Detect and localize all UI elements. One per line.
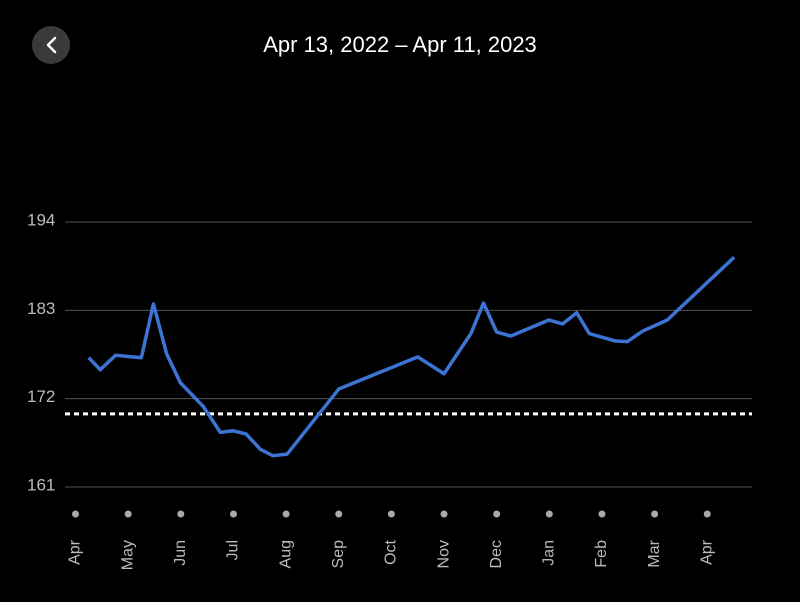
x-tick-dot	[335, 510, 343, 518]
back-button[interactable]	[32, 26, 70, 64]
x-tick-label: Apr	[67, 539, 84, 565]
x-tick-label: Mar	[646, 539, 663, 567]
x-tick-dot	[387, 510, 395, 518]
x-tick-label: Sep	[330, 540, 347, 569]
x-tick-dot	[124, 510, 132, 518]
x-tick-label: Apr	[698, 539, 715, 565]
x-tick-dot	[493, 510, 501, 518]
data-line	[87, 256, 736, 458]
x-tick-label: Feb	[593, 540, 610, 568]
x-tick-label: Jan	[541, 540, 558, 566]
y-tick-label: 194	[27, 210, 55, 229]
x-tick-label: Aug	[277, 540, 294, 568]
x-tick-dot	[229, 510, 237, 518]
y-tick-label: 161	[27, 475, 55, 494]
x-tick-label: Oct	[383, 539, 400, 564]
back-chevron[interactable]	[46, 36, 57, 54]
title: Apr 13, 2022 – Apr 11, 2023	[263, 32, 537, 57]
x-tick-dot	[440, 510, 448, 518]
x-tick-dot	[598, 510, 606, 518]
y-tick-label: 172	[27, 387, 55, 406]
back-button-circle[interactable]	[32, 26, 70, 64]
y-tick-label: 183	[27, 299, 55, 318]
x-tick-label: May	[119, 540, 136, 570]
x-tick-dot	[282, 510, 290, 518]
x-tick-dot	[703, 510, 711, 518]
x-tick-dot	[545, 510, 553, 518]
x-tick-label: Nov	[435, 540, 452, 568]
x-tick-dot	[651, 510, 659, 518]
x-tick-label: Jul	[225, 540, 242, 560]
x-tick-label: Jun	[172, 540, 189, 566]
x-tick-label: Dec	[488, 540, 505, 568]
x-tick-dot	[177, 510, 185, 518]
x-tick-dot	[72, 510, 80, 518]
